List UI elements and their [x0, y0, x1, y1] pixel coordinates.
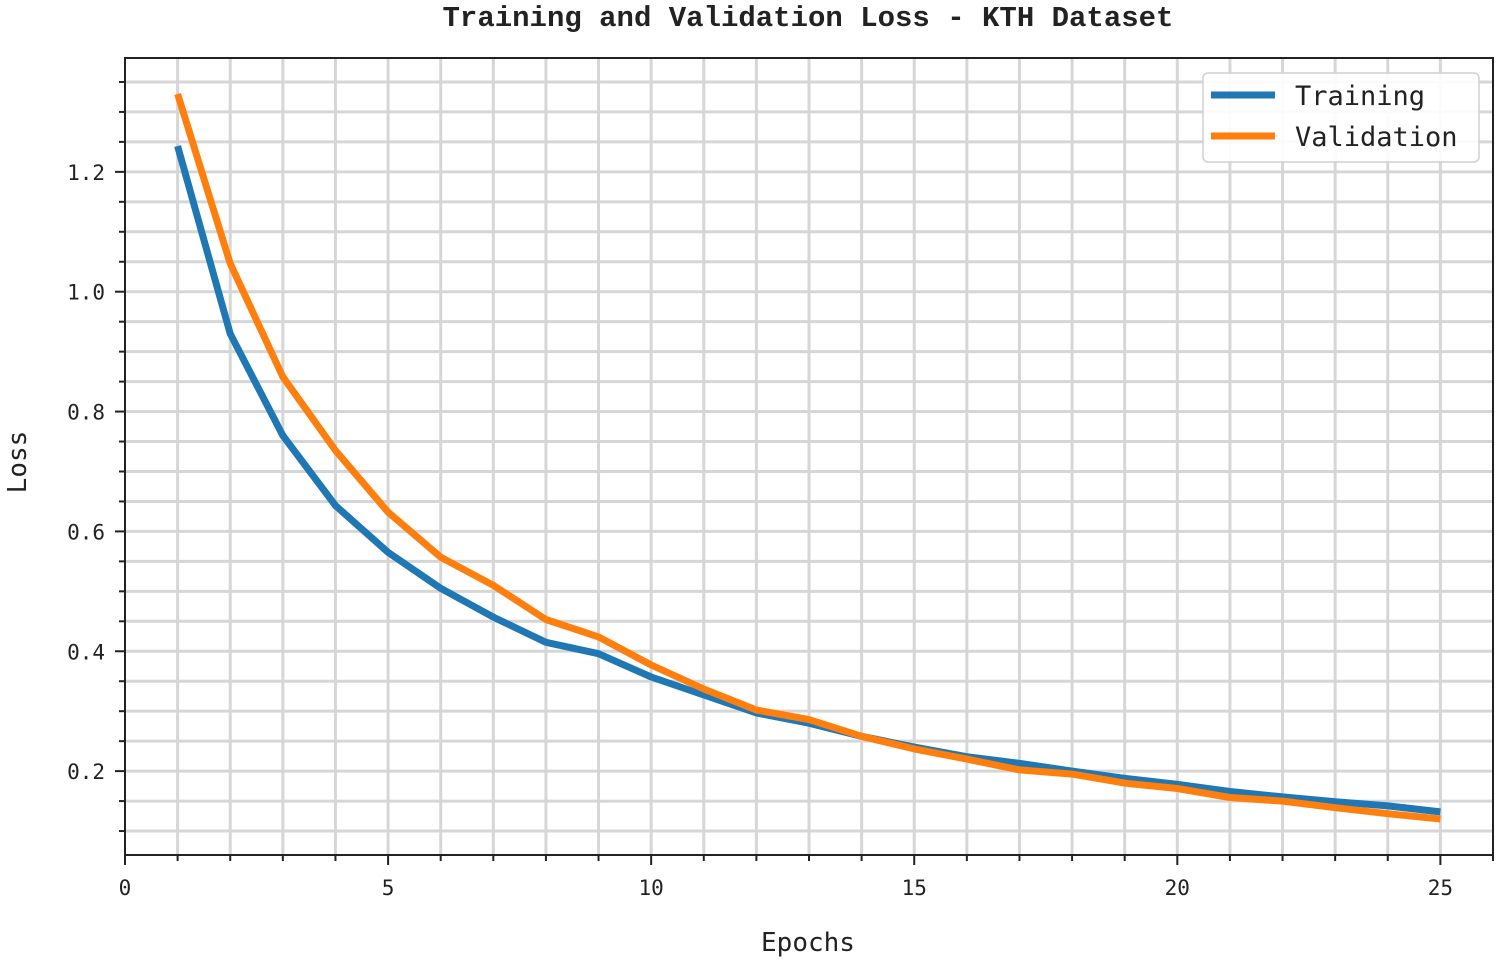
y-tick-label: 1.0 — [67, 281, 105, 305]
x-tick-label: 20 — [1165, 876, 1190, 900]
y-tick-label: 1.2 — [67, 161, 105, 185]
x-tick-label: 10 — [639, 876, 664, 900]
plot-area: 0 5 10 15 20 25 0.2 0.4 0.6 0.8 1.0 1.2 — [67, 57, 1494, 900]
legend-label-validation: Validation — [1295, 122, 1458, 153]
chart-title: Training and Validation Loss - KTH Datas… — [443, 2, 1174, 35]
x-tick-label: 15 — [902, 876, 927, 900]
y-axis-label: Loss — [3, 431, 33, 494]
y-tick-label: 0.2 — [67, 760, 105, 784]
x-tick-label: 5 — [382, 876, 395, 900]
legend-label-training: Training — [1295, 81, 1425, 112]
axis-ticks: 0 5 10 15 20 25 0.2 0.4 0.6 0.8 1.0 1.2 — [67, 80, 1494, 900]
legend-item-training[interactable]: Training — [1211, 81, 1425, 112]
legend-item-validation[interactable]: Validation — [1211, 122, 1458, 153]
x-axis-label: Epochs — [761, 928, 855, 958]
y-tick-label: 0.6 — [67, 520, 105, 544]
y-tick-label: 0.4 — [67, 640, 105, 664]
legend: Training Validation — [1202, 72, 1480, 163]
y-tick-label: 0.8 — [67, 401, 105, 425]
data-series — [174, 92, 1441, 823]
gridlines — [125, 58, 1493, 855]
x-tick-label: 25 — [1428, 876, 1453, 900]
x-tick-label: 0 — [119, 876, 132, 900]
line-series-validation — [174, 92, 1441, 823]
